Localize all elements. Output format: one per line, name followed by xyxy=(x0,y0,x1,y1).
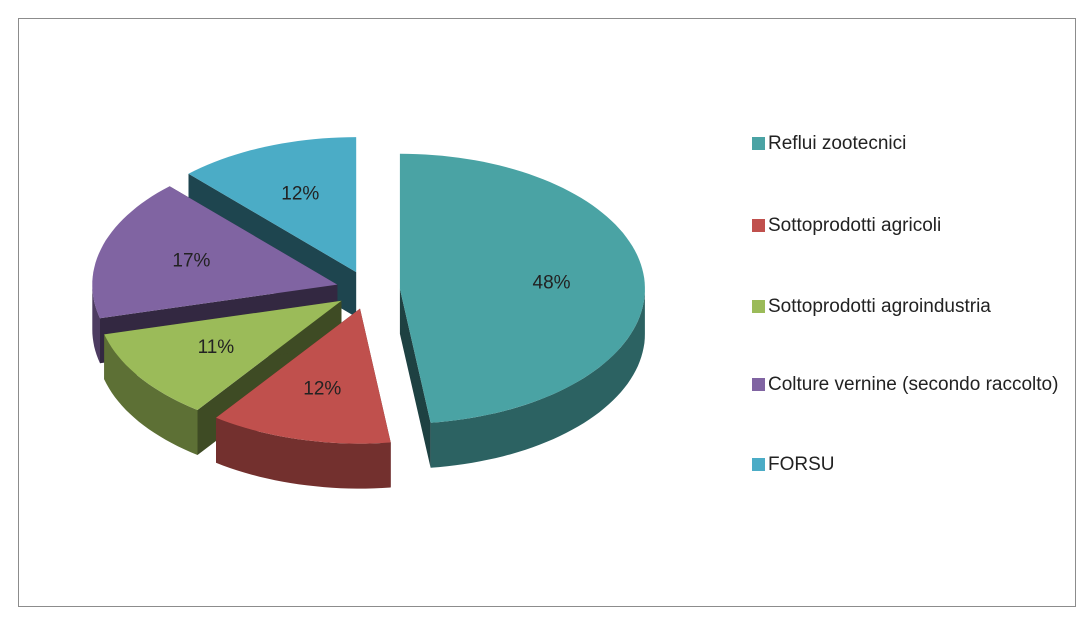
slice-outer-side xyxy=(216,417,391,489)
data-label: 11% xyxy=(198,337,235,358)
legend-label: Sottoprodotti agricoli xyxy=(768,215,942,236)
legend-label: Sottoprodotti agroindustria xyxy=(768,296,991,317)
legend-item: Reflui zootecnici xyxy=(752,130,1068,157)
legend-swatch xyxy=(752,137,765,150)
legend-item: Sottoprodotti agroindustria xyxy=(752,293,1068,320)
slice-outer-side xyxy=(104,334,198,455)
data-label: 12% xyxy=(281,183,319,204)
slice-top xyxy=(188,137,357,273)
legend-label: Colture vernine (secondo raccolto) xyxy=(768,374,1059,395)
slice-radial-side xyxy=(399,288,431,468)
slice-top xyxy=(216,308,391,444)
data-label: 48% xyxy=(533,273,571,294)
legend-swatch xyxy=(752,219,765,232)
slice-top xyxy=(399,153,645,423)
legend-swatch xyxy=(752,458,765,471)
slice-outer-side xyxy=(92,284,100,364)
legend-label: FORSU xyxy=(768,454,835,475)
legend-item: Colture vernine (secondo raccolto) xyxy=(752,371,1068,398)
chart-border xyxy=(18,18,1076,607)
legend-swatch xyxy=(752,378,765,391)
legend-label: Reflui zootecnici xyxy=(768,133,907,154)
data-label: 12% xyxy=(303,379,341,400)
data-label: 17% xyxy=(172,250,210,271)
slice: 48% xyxy=(399,153,645,468)
legend-item: Sottoprodotti agricoli xyxy=(752,212,1068,239)
slice-top xyxy=(92,186,338,319)
slice-outer-side xyxy=(430,288,645,468)
slice-top xyxy=(104,300,342,410)
legend-item: FORSU xyxy=(752,451,1068,478)
legend-swatch xyxy=(752,300,765,313)
slice: 12% xyxy=(216,308,391,489)
